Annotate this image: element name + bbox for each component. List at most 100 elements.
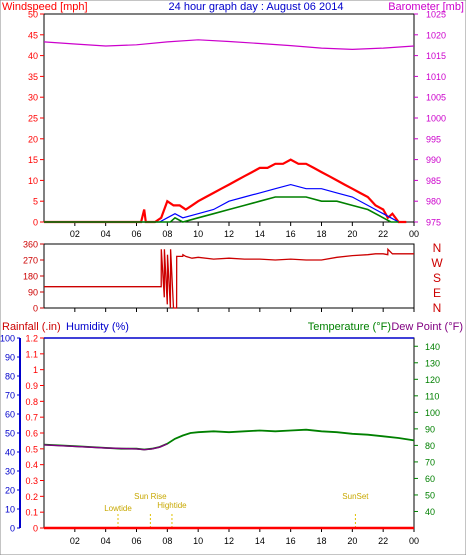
hour-tick-label: 04 [101, 229, 111, 239]
direction-degree-axis: 0 90 180 270 360 [23, 240, 44, 314]
hour-tick-label: 18 [316, 229, 326, 239]
event-label: SunSet [342, 492, 369, 501]
rainfall-tick-label: 0.2 [25, 492, 38, 502]
humidity-tick-label: 50 [5, 429, 15, 439]
windspeed-axis-title: Windspeed [mph] [2, 1, 88, 13]
temperature-tick-label: 110 [425, 391, 439, 401]
rainfall-tick-label: 1.2 [25, 334, 38, 344]
hour-tick-label: 18 [316, 536, 326, 546]
humidity-tick-label: 40 [5, 448, 15, 458]
humidity-tick-label: 0 [10, 524, 15, 534]
hour-tick-label: 20 [347, 536, 357, 546]
humidity-tick-label: 60 [5, 410, 15, 420]
degree-tick-label: 270 [23, 256, 38, 266]
humidity-tick-label: 100 [0, 334, 15, 344]
compass-label: E [433, 286, 441, 300]
temperature-time-axis: 02 04 06 08 10 12 14 16 18 20 22 00 [70, 528, 419, 546]
hour-tick-label: 06 [131, 536, 141, 546]
barometer-series-line [43, 39, 415, 51]
dew_point-series-line [43, 443, 168, 451]
temperature-tick-label: 50 [425, 490, 435, 500]
humidity-tick-label: 70 [5, 391, 15, 401]
rainfall-tick-label: 0.8 [25, 397, 38, 407]
degree-tick-label: 0 [33, 304, 38, 314]
humidity-tick-label: 10 [5, 505, 15, 515]
humidity-tick-label: 30 [5, 467, 15, 477]
hour-tick-label: 10 [193, 229, 203, 239]
temperature-tick-label: 40 [425, 507, 435, 517]
windspeed-tick-label: 50 [28, 10, 38, 20]
event-label: Sun Rise [134, 492, 167, 501]
hour-tick-label: 22 [378, 536, 388, 546]
humidity-tick-label: 80 [5, 372, 15, 382]
barometer-tick-label: 1000 [426, 114, 446, 124]
rainfall-axis-title: Rainfall (.in) [2, 321, 61, 333]
windspeed-tick-label: 40 [28, 51, 38, 61]
barometer-tick-label: 995 [426, 134, 441, 144]
temperature-tick-label: 90 [425, 424, 435, 434]
rainfall-tick-label: 0.3 [25, 476, 38, 486]
humidity-tick-label: 20 [5, 486, 15, 496]
temperature-axis: 40 50 60 70 80 90 100 110 120 130 140 [414, 342, 440, 517]
hour-tick-label: 02 [70, 536, 80, 546]
hour-tick-label: 12 [224, 536, 234, 546]
compass-label: N [433, 301, 442, 315]
windspeed-tick-label: 45 [28, 30, 38, 40]
rainfall-tick-label: 0.9 [25, 381, 38, 391]
rainfall-tick-label: 0.7 [25, 413, 38, 423]
low-series-line [44, 196, 399, 223]
barometer-tick-label: 1005 [426, 93, 446, 103]
hour-tick-label: 08 [162, 229, 172, 239]
barometer-tick-label: 980 [426, 197, 441, 207]
degree-tick-label: 180 [23, 272, 38, 282]
event-label: Lowtide [104, 504, 132, 513]
direction-time-axis [74, 308, 415, 312]
avg-series-line [44, 183, 399, 223]
windspeed-tick-label: 15 [28, 155, 38, 165]
windspeed-tick-label: 35 [28, 72, 38, 82]
temperature-tick-label: 120 [425, 375, 440, 385]
rainfall-axis: 0 0.1 0.2 0.3 0.4 0.5 0.6 0.7 0.8 0.9 1 1.1 1.2 [25, 334, 44, 534]
wind-series [43, 39, 415, 224]
compass-label: S [433, 271, 441, 285]
hour-tick-label: 06 [131, 229, 141, 239]
hour-tick-label: 20 [347, 229, 357, 239]
barometer-axis: 975 980 985 990 995 1000 1005 1010 1015 1020 1025 [414, 10, 446, 228]
hour-tick-label: 14 [255, 229, 265, 239]
barometer-tick-label: 1010 [426, 72, 446, 82]
wind-time-axis: 02 04 06 08 10 12 14 16 18 20 22 00 [70, 222, 419, 239]
windspeed-tick-label: 20 [28, 134, 38, 144]
direction-series [44, 247, 414, 309]
rainfall-tick-label: 1 [33, 365, 38, 375]
barometer-tick-label: 990 [426, 155, 441, 165]
windspeed-tick-label: 10 [28, 176, 38, 186]
temperature-tick-label: 80 [425, 441, 435, 451]
windspeed-tick-label: 5 [33, 197, 38, 207]
direction-series-line [44, 247, 414, 309]
barometer-tick-label: 1015 [426, 51, 446, 61]
degree-tick-label: 360 [23, 240, 38, 250]
rainfall-tick-label: 0.6 [25, 429, 38, 439]
temperature-series [43, 337, 415, 530]
rainfall-tick-label: 0.5 [25, 444, 38, 454]
hour-tick-label: 00 [409, 229, 419, 239]
hour-tick-label: 12 [224, 229, 234, 239]
windspeed-axis: 0 5 10 15 20 25 30 35 40 45 50 [28, 10, 44, 228]
compass-label: W [431, 256, 443, 270]
degree-tick-label: 90 [28, 288, 38, 298]
graph-title: 24 hour graph day : August 06 2014 [169, 1, 344, 13]
temperature-tick-label: 140 [425, 342, 440, 352]
hour-tick-label: 16 [286, 229, 296, 239]
hour-tick-label: 14 [255, 536, 265, 546]
windspeed-tick-label: 30 [28, 93, 38, 103]
temperature-axis-title: Temperature (°F) [308, 321, 391, 333]
barometer-tick-label: 985 [426, 176, 441, 186]
barometer-tick-label: 1020 [426, 30, 446, 40]
dewpoint-axis-title: Dew Point (°F) [391, 321, 463, 333]
